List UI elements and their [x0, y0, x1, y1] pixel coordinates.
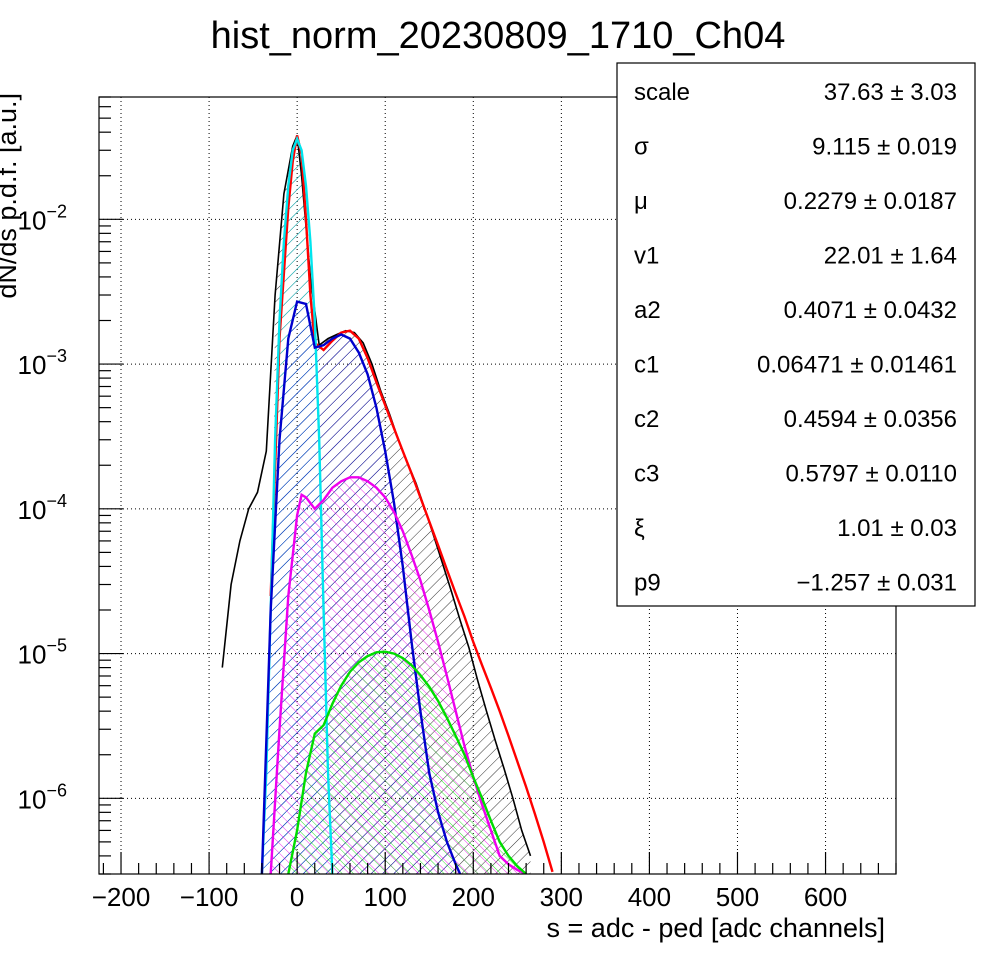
total-fit-curve	[269, 135, 554, 873]
y-tick-label: 10−2	[18, 201, 67, 235]
component-curve	[260, 300, 462, 874]
y-tick-label: 10−5	[18, 636, 67, 670]
x-tick-label: 300	[540, 882, 583, 912]
chart-title: hist_norm_20230809_1710_Ch04	[211, 15, 786, 57]
stat-name: ξ	[634, 515, 645, 542]
y-tick-label: 10−6	[18, 780, 67, 814]
fit-stats-box: scale 37.63 ± 3.03 σ 9.115 ± 0.019 μ 0.2279 ±…	[616, 62, 976, 607]
stats-box-frame	[616, 62, 976, 607]
y-tick-label: 10−3	[18, 346, 67, 380]
stat-name: scale	[634, 79, 690, 106]
y-tick-exponent: −4	[46, 491, 67, 511]
y-axis-title: dN/ds p.d.f. [a.u.]	[0, 93, 22, 299]
y-tick-base: 10	[18, 640, 47, 670]
y-tick-exponent: −2	[46, 201, 67, 221]
x-tick-label: 500	[716, 882, 759, 912]
stat-name: v1	[634, 243, 659, 270]
x-tick-label: 200	[452, 882, 495, 912]
stat-name: c3	[634, 461, 659, 488]
component-curve	[260, 135, 334, 874]
ticks-layer	[99, 96, 897, 875]
y-tick-exponent: −3	[46, 346, 67, 366]
y-tick-base: 10	[18, 784, 47, 814]
stat-name: c2	[634, 406, 659, 433]
y-tick-base: 10	[18, 350, 47, 380]
stat-value: 0.2279 ± 0.0187	[784, 188, 957, 215]
component-fill	[288, 651, 527, 874]
x-tick-label: 0	[290, 882, 304, 912]
stat-name: σ	[634, 134, 649, 161]
fills-layer	[261, 135, 531, 874]
y-tick-base: 10	[18, 495, 47, 525]
y-tick-labels: 10−610−510−410−310−2	[18, 201, 67, 814]
curves-layer	[260, 135, 554, 874]
stat-name: a2	[634, 297, 661, 324]
x-tick-labels: −200 −100 0 100 200 300 400 500 600	[92, 882, 848, 912]
y-tick-base: 10	[18, 205, 47, 235]
stat-name: c1	[634, 352, 659, 379]
stat-value: 1.01 ± 0.03	[837, 515, 957, 542]
stat-value: 37.63 ± 3.03	[824, 79, 957, 106]
component-curve	[287, 650, 527, 874]
x-tick-label: 100	[364, 882, 407, 912]
stat-value: 0.5797 ± 0.0110	[785, 461, 957, 488]
stat-value: −1.257 ± 0.031	[796, 570, 957, 597]
x-tick-label: −200	[92, 882, 151, 912]
stat-value: 0.06471 ± 0.01461	[757, 352, 957, 379]
stat-name: p9	[634, 570, 661, 597]
y-tick-exponent: −5	[46, 636, 67, 656]
histogram-line	[221, 135, 532, 857]
stat-value: 0.4071 ± 0.0432	[784, 297, 957, 324]
x-tick-label: −100	[180, 882, 239, 912]
histogram-layer	[221, 135, 532, 857]
stat-value: 22.01 ± 1.64	[824, 243, 957, 270]
x-tick-label: 400	[628, 882, 671, 912]
y-tick-exponent: −6	[46, 780, 67, 800]
stat-name: μ	[634, 188, 648, 215]
x-axis-title: s = adc - ped [adc channels]	[547, 913, 885, 943]
component-curve	[269, 476, 527, 874]
y-tick-label: 10−4	[18, 491, 67, 525]
x-tick-label: 600	[804, 882, 847, 912]
stat-value: 0.4594 ± 0.0356	[784, 406, 957, 433]
stat-value: 9.115 ± 0.019	[812, 134, 957, 161]
